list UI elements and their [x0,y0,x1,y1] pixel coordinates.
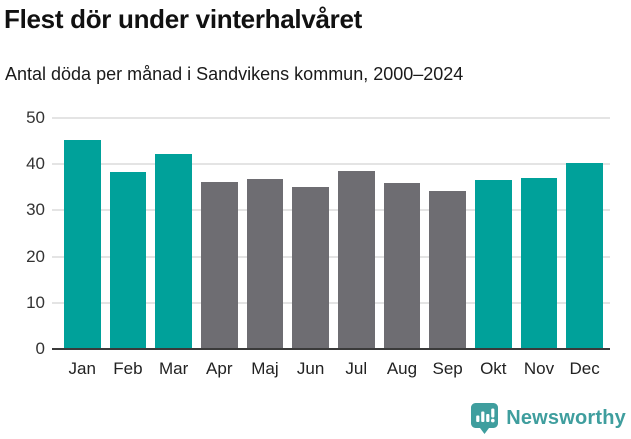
bar-nov [520,177,558,349]
y-tick-label: 50 [26,108,45,127]
x-tick-label: Jun [296,359,325,378]
chart-title: Flest dör under vinterhalvåret [4,4,362,34]
bar-jan [64,140,101,349]
bar-chart-speech-bubble-icon [470,402,499,435]
bar-mar [155,153,192,349]
x-tick-label: Jan [68,359,96,378]
y-tick-label: 20 [26,246,45,266]
gridline [52,301,610,304]
y-tick-label: 0 [35,339,45,358]
bar-feb [109,171,147,349]
bar-jul [338,171,375,349]
x-tick-label: Apr [206,359,233,378]
bar-dec [566,162,603,349]
x-axis: Jan Feb Mar Apr Maj Jun Jul Aug Sep Okt Nov Dec [52,359,610,379]
x-tick-label: Feb [113,359,143,378]
x-tick-label: Maj [251,359,279,378]
bar-apr [201,182,238,349]
x-tick-label: Sep [432,359,463,378]
y-axis: 0 10 20 30 40 50 [0,109,45,358]
plot-area [52,117,610,350]
x-tick-label: Dec [569,359,600,378]
x-axis-line [52,348,610,350]
y-tick-label: 40 [26,154,45,174]
gridline [52,255,610,258]
bar-jun [292,186,329,349]
gridline [52,209,610,212]
y-tick-label: 10 [26,292,45,312]
x-tick-label: Nov [523,359,555,378]
bars-container [52,118,610,349]
brand-name: Newsworthy [506,407,626,429]
bar-aug [383,182,421,349]
y-tick-label: 30 [26,200,45,220]
chart-subtitle: Antal döda per månad i Sandvikens kommun… [5,64,464,84]
bar-maj [246,178,284,349]
x-tick-label: Mar [158,359,189,378]
x-tick-label: Jul [345,359,368,378]
x-tick-label: Okt [480,359,507,378]
gridline [52,117,610,119]
x-tick-label: Aug [386,359,418,378]
bar-sep [429,190,466,349]
gridline [52,163,610,166]
bar-okt [475,179,512,349]
newsworthy-logo: Newsworthy [470,402,626,435]
